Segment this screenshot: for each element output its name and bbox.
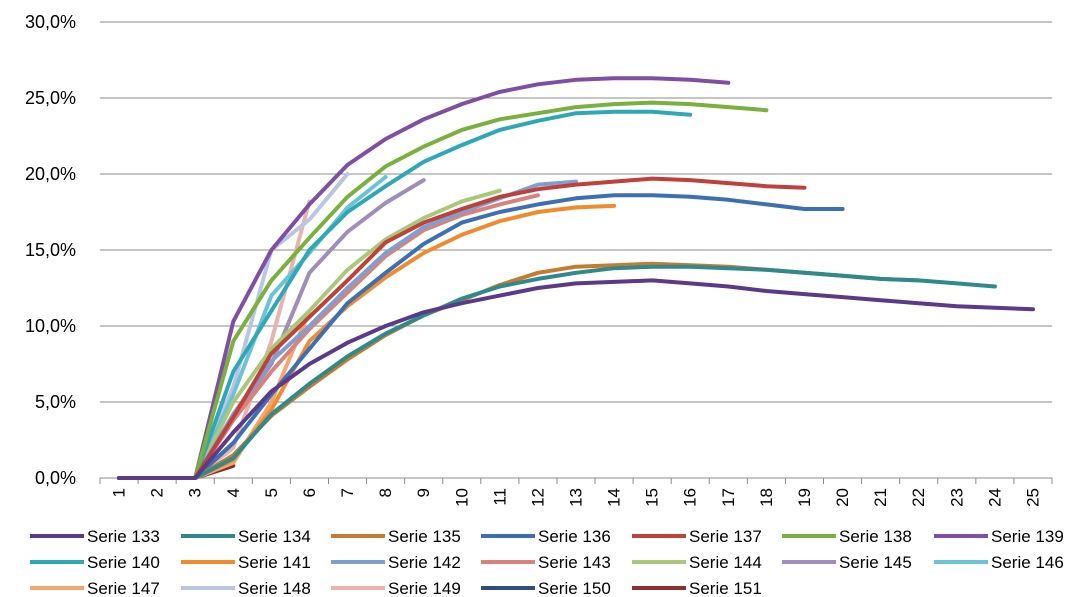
legend-item: Serie 136 [481,527,611,546]
legend-item: Serie 151 [632,579,762,597]
y-tick-label: 5,0% [35,392,76,412]
x-tick-label: 11 [490,488,509,506]
legend-item: Serie 143 [481,553,611,572]
series-line-serie-139 [117,76,731,480]
legend-label: Serie 140 [87,553,160,572]
series-line-serie-143 [117,193,540,480]
y-tick-label: 20,0% [25,164,76,184]
legend-label: Serie 138 [839,527,912,546]
x-tick-label: 10 [452,488,471,507]
legend-item: Serie 147 [30,579,160,597]
x-tick-label: 25 [1023,488,1042,507]
x-tick-label: 1 [110,488,129,497]
series-lines [117,76,1035,480]
x-tick-label: 17 [719,488,738,507]
legend-label: Serie 141 [238,553,311,572]
legend-item: Serie 146 [934,553,1064,572]
y-tick-label: 10,0% [25,316,76,336]
legend-item: Serie 145 [782,553,912,572]
legend-label: Serie 144 [689,553,762,572]
legend-item: Serie 141 [181,553,311,572]
legend-label: Serie 143 [538,553,611,572]
x-tick-label: 23 [947,488,966,507]
x-tick-label: 24 [985,488,1004,507]
legend-label: Serie 142 [388,553,461,572]
x-tick-label: 19 [795,488,814,507]
x-tick-label: 14 [605,488,624,507]
y-tick-label: 15,0% [25,240,76,260]
x-tick-label: 3 [186,488,205,497]
y-tick-label: 30,0% [25,12,76,32]
legend-item: Serie 149 [331,579,461,597]
legend-item: Serie 140 [30,553,160,572]
x-tick-label: 15 [643,488,662,507]
legend-label: Serie 147 [87,579,160,597]
legend-label: Serie 145 [839,553,912,572]
x-tick-label: 9 [414,488,433,497]
x-tick-label: 8 [376,488,395,497]
legend-item: Serie 134 [181,527,311,546]
series-line-serie-134 [117,264,997,480]
x-tick-label: 2 [148,488,167,497]
x-tick-label: 20 [833,488,852,507]
x-tick-label: 13 [567,488,586,507]
series-line-serie-140 [117,109,693,480]
legend-item: Serie 144 [632,553,762,572]
x-tick-label: 22 [909,488,928,507]
x-axis-tick-labels: 1 2 3 4 5 6 7 8 9 10 11 12 13 14 15 16 17 18 19 20 21 22 23 24 2… [99,478,1053,507]
x-tick-label: 12 [528,488,547,507]
series-line-serie-136 [117,193,845,480]
x-tick-label: 16 [681,488,700,507]
series-line-serie-137 [117,176,807,480]
x-tick-label: 5 [262,488,281,497]
y-tick-label: 25,0% [25,88,76,108]
legend-item: Serie 139 [934,527,1064,546]
series-line-serie-141 [117,203,617,480]
legend-label: Serie 149 [388,579,461,597]
legend-item: Serie 150 [481,579,611,597]
legend: Serie 133 Serie 134 Serie 135 Serie 136 Seri… [30,527,1064,597]
legend-label: Serie 135 [388,527,461,546]
legend-label: Serie 137 [689,527,762,546]
legend-label: Serie 146 [991,553,1064,572]
x-tick-label: 18 [757,488,776,507]
series-line-serie-138 [117,100,769,480]
legend-label: Serie 150 [538,579,611,597]
x-tick-label: 7 [338,488,357,497]
legend-label: Serie 133 [87,527,160,546]
legend-item: Serie 135 [331,527,461,546]
x-tick-label: 4 [224,488,243,497]
legend-item: Serie 133 [30,527,160,546]
legend-item: Serie 148 [181,579,311,597]
legend-label: Serie 134 [238,527,311,546]
series-line-serie-142 [117,179,578,480]
series-line-serie-133 [117,278,1035,480]
y-axis-tick-labels: 0,0% 5,0% 10,0% 15,0% 20,0% 25,0% 30,0% [25,12,76,488]
legend-label: Serie 139 [991,527,1064,546]
legend-label: Serie 151 [689,579,762,597]
x-tick-label: 6 [300,488,319,497]
legend-label: Serie 136 [538,527,611,546]
legend-item: Serie 137 [632,527,762,546]
x-tick-label: 21 [871,488,890,507]
legend-item: Serie 138 [782,527,912,546]
y-tick-label: 0,0% [35,468,76,488]
legend-label: Serie 148 [238,579,311,597]
legend-item: Serie 142 [331,553,461,572]
